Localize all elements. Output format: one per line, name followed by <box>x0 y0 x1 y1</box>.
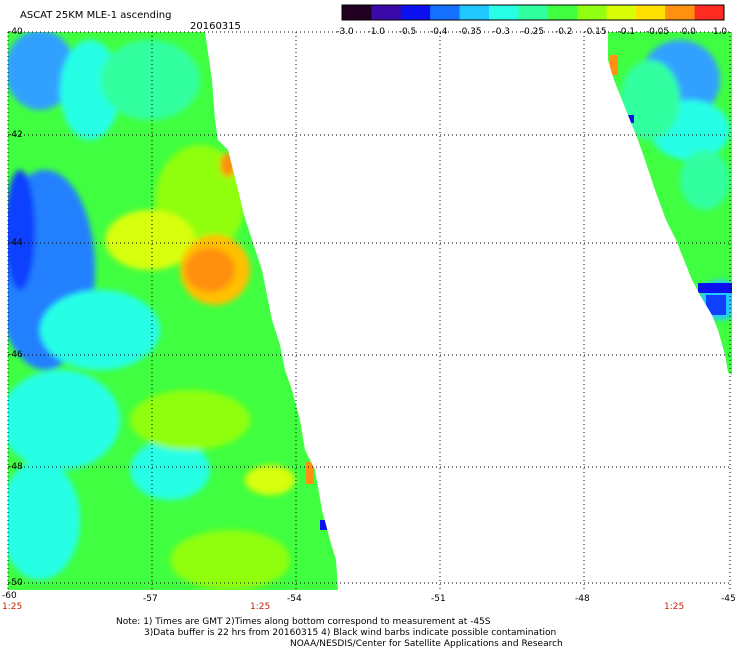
colorbar-border <box>341 4 725 21</box>
product-date: 20160315 <box>190 21 241 32</box>
lat-label-46: -46 <box>8 350 23 360</box>
time-label-left: 1:25 <box>2 602 23 612</box>
colorbar-label: -0.2 <box>554 27 573 37</box>
lat-label-40: -40 <box>8 27 23 37</box>
colorbar-swatch <box>547 5 578 20</box>
colorbar-swatch <box>400 5 431 20</box>
left-swath <box>8 32 338 590</box>
colorbar-label: -0.05 <box>645 27 670 37</box>
colorbar-swatch <box>371 5 402 20</box>
colorbar-swatch <box>342 5 372 20</box>
time-label-right: 1:25 <box>664 602 685 612</box>
colorbar-label: -0.5 <box>398 27 417 37</box>
colorbar-swatch <box>459 5 490 20</box>
colorbar-label: -1.0 <box>367 27 386 37</box>
colorbar-label: -0.35 <box>458 27 482 37</box>
lat-label-42: -42 <box>8 130 23 140</box>
time-label-middle: 1:25 <box>250 602 271 612</box>
note-line-3: NOAA/NESDIS/Center for Satellite Applica… <box>290 639 563 649</box>
note-line-1: Note: 1) Times are GMT 2)Times along bot… <box>116 617 491 627</box>
right-swath <box>608 32 732 375</box>
colorbar-swatch <box>518 5 549 20</box>
colorbar-label: -0.4 <box>429 27 448 37</box>
note-line-2: 3)Data buffer is 22 hrs from 20160315 4)… <box>144 628 557 638</box>
colorbar-swatch <box>488 5 519 20</box>
lat-label-50: -50 <box>8 578 23 588</box>
colorbar-label: -0.15 <box>583 27 607 37</box>
lat-label-48: -48 <box>8 462 23 472</box>
colorbar-label: -0.25 <box>520 27 545 37</box>
lon-label-54: -54 <box>287 594 302 604</box>
colorbar-label: 0.0 <box>681 27 696 37</box>
colorbar-label: 1.0 <box>712 27 728 37</box>
lon-label-45: -45 <box>721 594 736 604</box>
lat-label-44: -44 <box>8 238 23 248</box>
colorbar-label: -3.0 <box>336 27 354 37</box>
colorbar-swatch <box>635 5 666 20</box>
graticule <box>7 31 731 590</box>
colorbar-swatch <box>694 5 725 20</box>
colorbar <box>341 4 725 21</box>
lon-label-60: -60 <box>2 591 17 601</box>
product-title: ASCAT 25KM MLE-1 ascending <box>20 10 172 21</box>
colorbar-swatch <box>665 5 696 20</box>
lon-label-57: -57 <box>143 594 158 604</box>
colorbar-label: -0.1 <box>617 27 636 37</box>
colorbar-swatch <box>430 5 461 20</box>
colorbar-swatch <box>606 5 637 20</box>
lon-label-48: -48 <box>575 594 590 604</box>
colorbar-swatch <box>577 5 607 20</box>
colorbar-label: -0.3 <box>492 27 511 37</box>
lon-label-51: -51 <box>431 594 446 604</box>
